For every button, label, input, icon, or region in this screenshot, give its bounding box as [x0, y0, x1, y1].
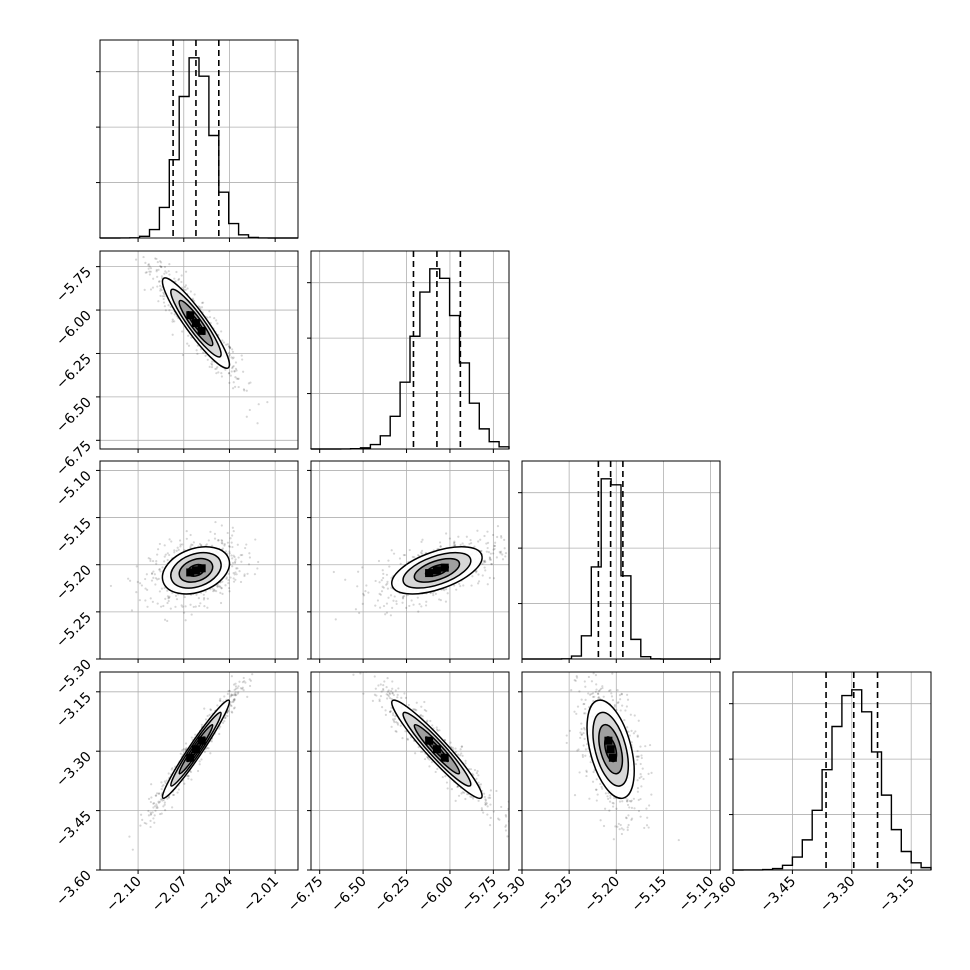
panel-3-2 — [518, 672, 720, 874]
x-tick-label: −2.10 — [103, 874, 145, 916]
histogram-step-1 — [311, 268, 510, 450]
panel-content-3-1 — [352, 672, 509, 838]
panel-3-3 — [729, 672, 932, 874]
panel-3-1 — [307, 672, 509, 874]
density-peak-block — [432, 566, 441, 575]
panel-frame-2-0 — [99, 460, 299, 660]
histogram-step-3 — [732, 689, 932, 871]
x-tick-label: −2.01 — [240, 874, 282, 916]
density-peak-block — [197, 736, 206, 745]
x-tick-label: −6.75 — [285, 874, 327, 916]
panel-content-2-0 — [109, 520, 260, 623]
panel-frame-1-1 — [310, 250, 510, 450]
density-peak-block — [191, 319, 200, 328]
density-peak-block — [425, 736, 434, 745]
histogram-step-0 — [100, 57, 298, 239]
density-peak-block — [191, 745, 200, 754]
density-peak-block — [440, 753, 449, 762]
density-peak-block — [186, 568, 195, 577]
y-tick-label: −5.20 — [53, 562, 95, 604]
x-tick-label: −2.07 — [149, 874, 191, 916]
density-peak-block — [186, 311, 195, 320]
density-peak-block — [191, 566, 200, 575]
y-tick-label: −6.25 — [53, 351, 95, 393]
y-tick-label: −5.15 — [53, 515, 95, 557]
x-tick-label: −5.25 — [534, 874, 576, 916]
panel-frame-3-0 — [99, 671, 299, 871]
panel-2-2 — [518, 461, 720, 663]
panel-frame-3-2 — [521, 671, 721, 871]
panel-frame-3-1 — [310, 671, 510, 871]
density-peak-block — [197, 564, 206, 573]
panel-frame-3-3 — [732, 671, 932, 871]
y-tick-label: −3.30 — [53, 749, 95, 791]
y-tick-label: −6.00 — [53, 308, 95, 350]
x-tick-label: −6.25 — [372, 874, 414, 916]
y-tick-label: −3.60 — [53, 868, 95, 910]
x-tick-label: −2.04 — [195, 873, 237, 915]
panel-frame-1-0 — [99, 250, 299, 450]
density-peak-block — [432, 745, 441, 754]
panel-content-2-1 — [332, 525, 509, 621]
density-peak-block — [186, 753, 195, 762]
histogram-step-2 — [522, 478, 720, 660]
x-tick-label: −6.50 — [328, 874, 370, 916]
x-tick-label: −5.20 — [581, 874, 623, 916]
y-tick-label: −3.45 — [53, 808, 95, 850]
panel-1-0 — [96, 251, 298, 453]
panel-content-1-0 — [134, 251, 269, 425]
y-tick-label: −6.50 — [53, 394, 95, 436]
panel-3-0 — [96, 672, 298, 874]
density-peak-block — [425, 569, 434, 578]
panel-2-0 — [96, 461, 298, 663]
density-peak-block — [440, 563, 449, 572]
panel-1-1 — [307, 251, 510, 453]
x-tick-label: −6.00 — [415, 874, 457, 916]
density-peak-block — [608, 753, 617, 762]
y-tick-label: −5.30 — [53, 657, 95, 699]
y-tick-label: −5.25 — [53, 609, 95, 651]
panel-2-1 — [307, 461, 509, 663]
panel-content-3-2 — [565, 672, 680, 842]
y-tick-label: −5.75 — [53, 264, 95, 306]
x-tick-label: −3.15 — [876, 874, 918, 916]
y-tick-label: −3.15 — [53, 689, 95, 731]
x-tick-label: −3.45 — [758, 874, 800, 916]
panel-content-3-0 — [128, 672, 254, 851]
x-tick-label: −5.15 — [629, 874, 671, 916]
panel-frame-2-1 — [310, 460, 510, 660]
panel-frame-0-0 — [99, 39, 299, 239]
x-tick-label: −3.30 — [817, 874, 859, 916]
density-peak-block — [606, 745, 615, 754]
panel-frame-2-2 — [521, 460, 721, 660]
panel-0-0 — [96, 40, 298, 242]
density-peak-block — [197, 326, 206, 335]
density-peak-block — [604, 736, 613, 745]
